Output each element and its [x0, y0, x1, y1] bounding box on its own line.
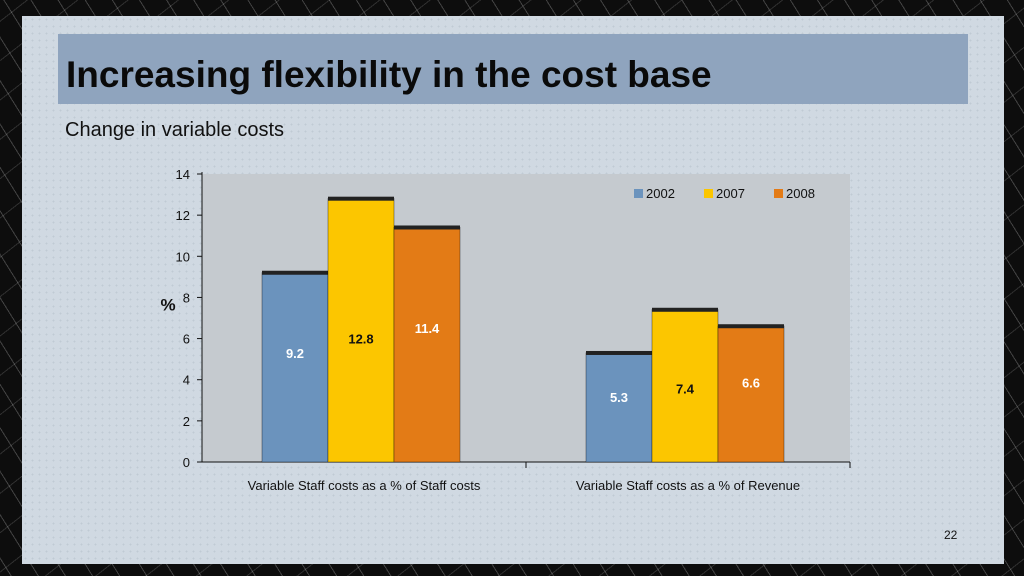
bar [327, 198, 395, 463]
bar-top-edge [394, 225, 460, 230]
data-label: 6.6 [742, 375, 760, 390]
data-label: 9.2 [286, 346, 304, 361]
y-axis-label: % [160, 296, 175, 315]
slide-title: Increasing flexibility in the cost base [66, 54, 712, 95]
title-bar: Increasing flexibility in the cost base [58, 34, 968, 104]
x-category-label: Variable Staff costs as a % of Staff cos… [248, 478, 481, 493]
legend-entry: 2008 [786, 186, 815, 201]
y-tick-label: 4 [183, 373, 190, 388]
x-category-label: Variable Staff costs as a % of Revenue [576, 478, 800, 493]
bar-top-edge [586, 350, 652, 355]
bar [717, 325, 785, 463]
page-number: 22 [944, 528, 958, 542]
data-label: 11.4 [415, 321, 440, 336]
slide-subtitle: Change in variable costs [65, 119, 285, 141]
bar-top-edge [718, 324, 784, 329]
y-tick-label: 0 [183, 455, 190, 470]
y-tick-label: 6 [183, 332, 190, 347]
legend-entry: 2002 [646, 186, 675, 201]
bar-chart: 0 2 4 6 8 10 12 14% 9.2 12.8 11.4 Variable Staff co… [160, 168, 851, 493]
bar [585, 352, 653, 463]
bar-top-edge [262, 270, 328, 275]
slide: Increasing flexibility in the cost base … [22, 16, 1004, 564]
data-label: 12.8 [348, 332, 373, 347]
y-tick-label: 14 [176, 168, 190, 182]
bar [393, 226, 461, 463]
y-tick-label: 2 [183, 414, 190, 429]
bar-top-edge [652, 307, 718, 312]
y-tick-label: 8 [183, 290, 190, 305]
data-label: 7.4 [676, 381, 695, 396]
legend-entry: 2007 [716, 186, 745, 201]
legend-swatch [704, 189, 713, 198]
y-tick-label: 12 [176, 208, 190, 223]
data-label: 5.3 [610, 390, 628, 405]
bar-top-edge [328, 196, 394, 201]
bar [261, 272, 329, 463]
y-tick-label: 10 [176, 249, 190, 264]
legend-swatch [634, 189, 643, 198]
legend-swatch [774, 189, 783, 198]
